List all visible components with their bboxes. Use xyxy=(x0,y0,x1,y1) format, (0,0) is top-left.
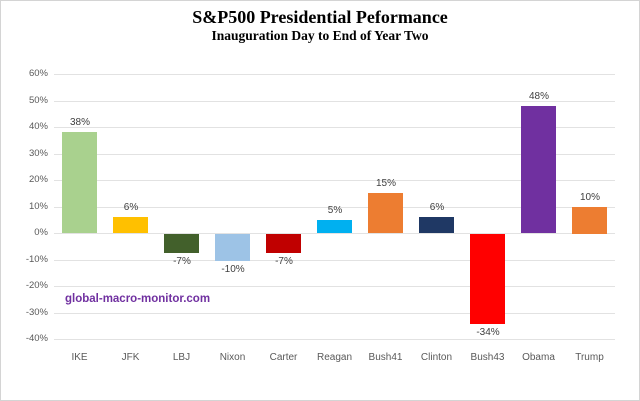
y-axis-tick: 10% xyxy=(28,201,48,212)
bar-Bush41 xyxy=(368,193,403,233)
gridline-40% xyxy=(54,127,615,128)
x-axis-tick-Clinton: Clinton xyxy=(420,352,453,363)
gridline-60% xyxy=(54,74,615,75)
x-axis-tick-LBJ: LBJ xyxy=(172,352,191,363)
x-axis-tick-Trump: Trump xyxy=(575,352,604,363)
gridline--10% xyxy=(54,260,615,261)
bar-Trump xyxy=(572,207,607,234)
bar-JFK xyxy=(113,217,148,233)
gridline-30% xyxy=(54,154,615,155)
chart-title: S&P500 Presidential Peformance xyxy=(192,7,448,27)
watermark-link: global-macro-monitor.com xyxy=(65,293,211,305)
gridline--40% xyxy=(54,339,615,340)
y-axis-tick: -40% xyxy=(25,333,48,344)
x-axis-tick-Reagan: Reagan xyxy=(316,352,353,363)
y-axis-tick: 50% xyxy=(28,95,48,106)
value-label-IKE: 38% xyxy=(69,117,90,128)
bar-Bush43 xyxy=(470,234,505,324)
x-axis-tick-Bush43: Bush43 xyxy=(470,352,505,363)
bar-Nixon xyxy=(215,234,250,261)
y-axis-tick: -30% xyxy=(25,307,48,318)
bar-LBJ xyxy=(164,234,199,253)
bar-Clinton xyxy=(419,217,454,233)
value-label-Reagan: 5% xyxy=(327,205,343,216)
value-label-Obama: 48% xyxy=(528,91,549,102)
x-axis-tick-Obama: Obama xyxy=(522,352,555,363)
bar-Reagan xyxy=(317,220,352,233)
y-axis-tick: 0% xyxy=(34,227,48,238)
chart-subtitle: Inauguration Day to End of Year Two xyxy=(211,28,429,43)
y-axis-tick: 40% xyxy=(28,121,48,132)
y-axis-tick: 30% xyxy=(28,148,48,159)
gridline-0% xyxy=(54,233,615,234)
x-axis-tick-Nixon: Nixon xyxy=(219,352,246,363)
value-label-Trump: 10% xyxy=(579,192,600,203)
bar-Obama xyxy=(521,106,556,233)
x-axis-tick-JFK: JFK xyxy=(121,352,140,363)
value-label-Bush43: -34% xyxy=(476,327,500,338)
gridline--30% xyxy=(54,313,615,314)
bar-Carter xyxy=(266,234,301,253)
x-axis-tick-Carter: Carter xyxy=(269,352,298,363)
gridline-50% xyxy=(54,101,615,102)
gridline-10% xyxy=(54,207,615,208)
y-axis-tick: -20% xyxy=(25,280,48,291)
x-axis-tick-IKE: IKE xyxy=(71,352,88,363)
value-label-Carter: -7% xyxy=(275,256,293,267)
bar-IKE xyxy=(62,132,97,233)
value-label-Clinton: 6% xyxy=(429,202,445,213)
x-axis-tick-Bush41: Bush41 xyxy=(368,352,403,363)
y-axis-tick: 20% xyxy=(28,174,48,185)
value-label-Nixon: -10% xyxy=(221,264,245,275)
y-axis-tick: -10% xyxy=(25,254,48,265)
y-axis-tick: 60% xyxy=(28,68,48,79)
value-label-JFK: 6% xyxy=(123,202,139,213)
gridline-20% xyxy=(54,180,615,181)
value-label-LBJ: -7% xyxy=(173,256,191,267)
value-label-Bush41: 15% xyxy=(375,178,396,189)
gridline--20% xyxy=(54,286,615,287)
